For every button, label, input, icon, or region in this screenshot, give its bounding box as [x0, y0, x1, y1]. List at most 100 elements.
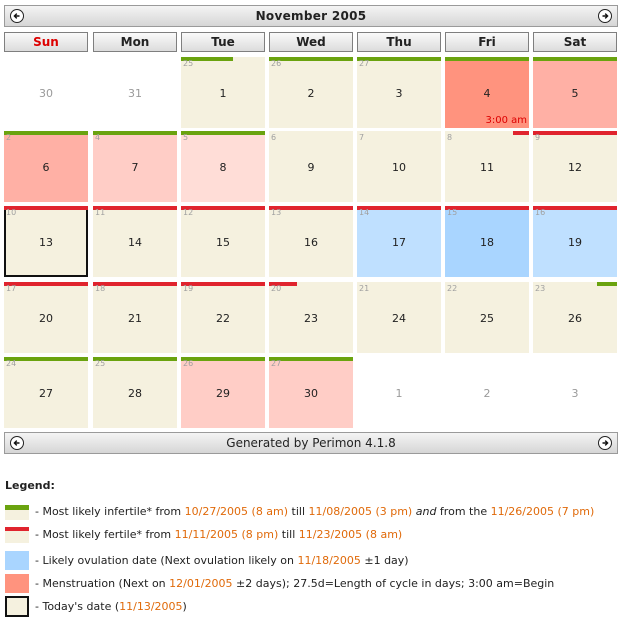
arrow-right-icon: [602, 440, 609, 446]
infertile-indicator-bar: [181, 57, 233, 61]
calendar-day[interactable]: 22 25: [445, 282, 529, 353]
calendar-day[interactable]: 19 22: [181, 282, 265, 353]
calendar-day[interactable]: 15 18: [445, 206, 529, 277]
day-number: 12: [568, 161, 582, 174]
legend-menstruation-suffix: ±2 days); 27.5d=Length of cycle in days;…: [232, 577, 555, 590]
cycle-day-number: 12: [183, 208, 194, 217]
cycle-day-number: 25: [183, 59, 194, 68]
fertile-indicator-bar: [513, 131, 529, 135]
infertile-till-date: 11/08/2005 (3 pm): [308, 505, 413, 518]
calendar-day[interactable]: 20 23: [269, 282, 353, 353]
calendar-day[interactable]: 17 20: [4, 282, 88, 353]
infertile-indicator-bar: [269, 357, 353, 361]
calendar-day[interactable]: 4 3:00 am: [445, 57, 529, 128]
previous-month-button[interactable]: [10, 9, 24, 23]
calendar-day-today[interactable]: 10 13: [4, 206, 88, 277]
day-number: 21: [128, 312, 142, 325]
fertile-indicator-bar: [269, 206, 353, 210]
legend-fertile-till: till: [278, 528, 299, 541]
cycle-day-number: 18: [95, 284, 106, 293]
calendar-day-outside[interactable]: 3: [533, 357, 617, 428]
calendar-day[interactable]: 13 16: [269, 206, 353, 277]
day-number: 30: [39, 87, 53, 100]
weekday-header-fri: Fri: [445, 32, 529, 52]
cycle-day-number: 15: [447, 208, 458, 217]
calendar-day[interactable]: 5: [533, 57, 617, 128]
calendar-day-outside[interactable]: 2: [445, 357, 529, 428]
infertile-indicator-bar: [93, 357, 177, 361]
day-number: 29: [216, 387, 230, 400]
legend-infertile-text: - Most likely infertile* from 10/27/2005…: [35, 505, 594, 518]
day-number: 28: [128, 387, 142, 400]
fertile-indicator-bar: [93, 206, 177, 210]
ovulation-swatch: [5, 551, 29, 570]
calendar-day[interactable]: 25 1: [181, 57, 265, 128]
cycle-day-number: 5: [183, 133, 189, 142]
cycle-day-number: 21: [359, 284, 370, 293]
day-number: 8: [219, 161, 227, 174]
menstruation-begin-time: 3:00 am: [485, 115, 527, 126]
calendar-day[interactable]: 27 30: [269, 357, 353, 428]
month-title: November 2005: [255, 9, 367, 23]
fertile-indicator-bar: [181, 282, 265, 286]
calendar-day[interactable]: 25 28: [93, 357, 177, 428]
ovulation-date: 11/18/2005: [297, 554, 361, 567]
calendar-day[interactable]: 11 14: [93, 206, 177, 277]
cycle-day-number: 13: [271, 208, 282, 217]
calendar-day[interactable]: 12 15: [181, 206, 265, 277]
calendar-day[interactable]: 26 29: [181, 357, 265, 428]
weekday-header-tue: Tue: [181, 32, 265, 52]
footer-next-button[interactable]: [598, 436, 612, 450]
cycle-day-number: 27: [271, 359, 282, 368]
calendar-day[interactable]: 23 26: [533, 282, 617, 353]
calendar-day[interactable]: 26 2: [269, 57, 353, 128]
day-number: 9: [307, 161, 315, 174]
day-number: 1: [219, 87, 227, 100]
calendar-day[interactable]: 27 3: [357, 57, 441, 128]
calendar-day[interactable]: 24 27: [4, 357, 88, 428]
cycle-day-number: 10: [6, 208, 17, 217]
cycle-day-number: 6: [271, 133, 277, 142]
fertile-indicator-bar: [445, 206, 529, 210]
day-number: 6: [42, 161, 50, 174]
fertile-indicator-bar: [4, 206, 88, 210]
day-number: 2: [307, 87, 315, 100]
legend-fertile-text: - Most likely fertile* from 11/11/2005 (…: [35, 528, 402, 541]
infertile-indicator-bar: [181, 131, 265, 135]
calendar-day[interactable]: 14 17: [357, 206, 441, 277]
infertile-indicator-bar: [445, 57, 529, 61]
day-number: 27: [39, 387, 53, 400]
legend-infertile-from-the: from the: [436, 505, 491, 518]
fertile-swatch: [5, 527, 29, 531]
day-number: 20: [39, 312, 53, 325]
infertile-swatch-day: [5, 510, 29, 520]
footer-previous-button[interactable]: [10, 436, 24, 450]
legend-ovulation-suffix: ±1 day): [360, 554, 409, 567]
calendar-day-outside[interactable]: 31: [93, 57, 177, 128]
cycle-day-number: 26: [183, 359, 194, 368]
day-number: 4: [483, 87, 491, 100]
weekday-header-sat: Sat: [533, 32, 617, 52]
calendar-day[interactable]: 21 24: [357, 282, 441, 353]
next-month-button[interactable]: [598, 9, 612, 23]
calendar-day-outside[interactable]: 1: [357, 357, 441, 428]
legend-ovulation-text: - Likely ovulation date (Next ovulation …: [35, 554, 409, 567]
legend-fertile-prefix: - Most likely fertile* from: [35, 528, 175, 541]
day-number: 30: [304, 387, 318, 400]
today-date: 11/13/2005: [119, 600, 183, 613]
calendar-day[interactable]: 16 19: [533, 206, 617, 277]
infertile-indicator-bar: [93, 131, 177, 135]
calendar-day[interactable]: 8 11: [445, 131, 529, 202]
calendar-day[interactable]: 7 10: [357, 131, 441, 202]
calendar-day[interactable]: 9 12: [533, 131, 617, 202]
cycle-day-number: 4: [95, 133, 101, 142]
legend-menstruation-text: - Menstruation (Next on 12/01/2005 ±2 da…: [35, 577, 554, 590]
legend-infertile-and: and: [415, 505, 437, 518]
calendar-day[interactable]: 18 21: [93, 282, 177, 353]
calendar-day-outside[interactable]: 30: [4, 57, 88, 128]
fertile-from-date: 11/11/2005 (8 pm): [174, 528, 279, 541]
